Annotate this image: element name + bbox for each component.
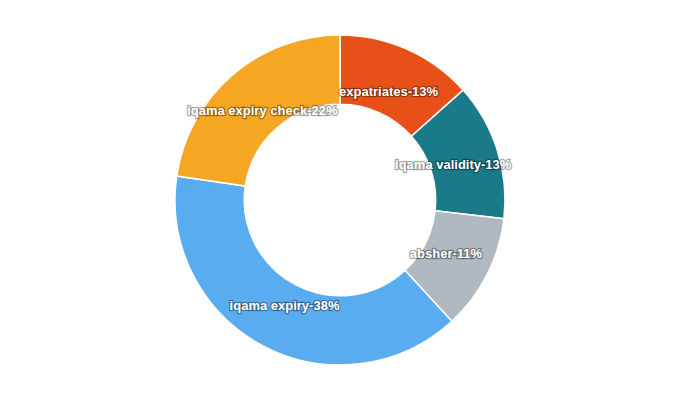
slices [175,35,505,365]
data-label: iqama expiry check-22% [187,103,338,118]
slice [177,35,340,186]
data-label: iqama validity-13% [395,157,512,172]
data-label: iqama expiry-38% [230,298,340,313]
data-labels: expatriates-13% iqama validity-13% absher-… [187,84,512,312]
chart: expatriates-13% iqama validity-13% absher-… [0,0,680,400]
data-label: absher-11% [410,246,483,261]
slice [411,90,505,219]
donut: expatriates-13% iqama validity-13% absher-… [175,35,512,365]
data-label: expatriates-13% [339,84,438,99]
slice [175,176,452,365]
